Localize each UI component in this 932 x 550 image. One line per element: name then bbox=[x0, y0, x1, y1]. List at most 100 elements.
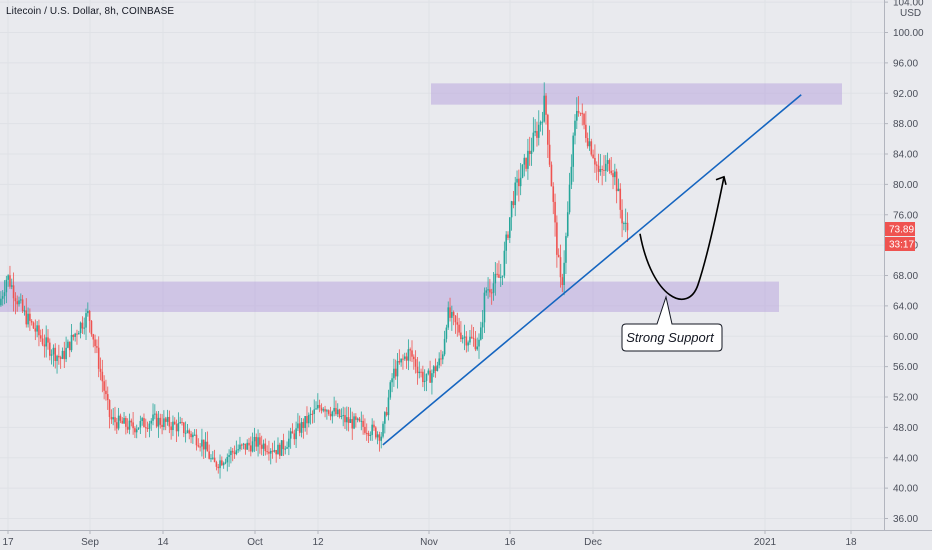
candle-down bbox=[144, 427, 147, 429]
candle-down bbox=[38, 325, 40, 336]
candle-down bbox=[548, 144, 551, 165]
candle-down bbox=[490, 292, 493, 294]
candle-down bbox=[398, 361, 401, 363]
candle-up bbox=[407, 349, 410, 361]
candle-up bbox=[313, 409, 316, 414]
candle-up bbox=[10, 285, 13, 287]
candle-down bbox=[465, 336, 468, 346]
candle-up bbox=[326, 410, 328, 412]
candle-down bbox=[134, 428, 136, 433]
candle-down bbox=[454, 315, 457, 323]
candle-down bbox=[327, 410, 330, 414]
candle-up bbox=[123, 417, 125, 424]
candle-up bbox=[570, 166, 573, 185]
candle-down bbox=[367, 433, 370, 436]
candle-down bbox=[278, 444, 281, 456]
candle-up bbox=[128, 420, 131, 430]
countdown-tag: 33:17 bbox=[889, 240, 914, 251]
candle-down bbox=[458, 324, 460, 333]
candle-up bbox=[163, 418, 165, 428]
candle-down bbox=[105, 390, 107, 395]
candle-up bbox=[568, 184, 571, 213]
candle-up bbox=[284, 448, 287, 450]
candle-up bbox=[572, 135, 574, 167]
candle-up bbox=[505, 234, 507, 251]
time-tick-label: 17 bbox=[2, 537, 14, 548]
candle-up bbox=[478, 339, 480, 347]
candle-up bbox=[262, 443, 265, 449]
price-tick-label: 60.00 bbox=[893, 332, 918, 343]
candle-up bbox=[230, 450, 232, 456]
candle-up bbox=[135, 429, 138, 433]
candle-down bbox=[108, 400, 111, 417]
candle-up bbox=[177, 423, 180, 432]
callout-group: Strong Support bbox=[621, 295, 723, 352]
candle-up bbox=[211, 457, 214, 459]
candle-down bbox=[351, 419, 354, 429]
candle-up bbox=[288, 438, 290, 448]
chart-title: Litecoin / U.S. Dollar, 8h, COINBASE bbox=[6, 6, 175, 17]
candle-up bbox=[3, 292, 6, 297]
candle-up bbox=[481, 322, 484, 328]
time-tick-label: 16 bbox=[504, 537, 516, 548]
candle-up bbox=[336, 409, 339, 415]
candle-down bbox=[268, 451, 270, 454]
candle-down bbox=[420, 371, 422, 373]
candle-up bbox=[179, 421, 181, 424]
candle-up bbox=[300, 422, 303, 433]
candle-down bbox=[612, 173, 614, 178]
price-tags: 73.89 33:17 bbox=[885, 222, 915, 251]
candle-down bbox=[183, 422, 185, 434]
candle-up bbox=[52, 347, 55, 355]
candle-down bbox=[59, 357, 62, 359]
price-tick-label: 84.00 bbox=[893, 150, 918, 161]
candle-down bbox=[202, 439, 205, 450]
candle-down bbox=[378, 434, 381, 441]
candle-down bbox=[590, 141, 593, 155]
candle-up bbox=[623, 223, 625, 225]
candle-up bbox=[246, 442, 249, 450]
candle-down bbox=[233, 452, 236, 455]
candle-down bbox=[99, 368, 102, 372]
price-tick-label: 100.00 bbox=[893, 28, 924, 39]
candle-up bbox=[563, 262, 565, 286]
candle-up bbox=[45, 337, 47, 347]
candle-up bbox=[451, 312, 453, 318]
candle-up bbox=[27, 313, 29, 325]
candle-up bbox=[74, 333, 76, 337]
candle-down bbox=[255, 436, 258, 447]
candle-down bbox=[190, 433, 192, 438]
candle-down bbox=[168, 416, 171, 427]
candle-down bbox=[550, 164, 553, 187]
candle-up bbox=[369, 434, 372, 436]
candle-down bbox=[536, 131, 538, 138]
candle-up bbox=[380, 436, 383, 441]
candle-up bbox=[501, 275, 504, 277]
candle-up bbox=[427, 370, 430, 374]
candle-up bbox=[235, 450, 238, 455]
candle-up bbox=[257, 437, 259, 447]
candle-down bbox=[409, 349, 411, 351]
candle-down bbox=[525, 157, 527, 169]
candle-up bbox=[83, 327, 86, 329]
candle-up bbox=[186, 430, 189, 433]
candle-up bbox=[432, 366, 435, 374]
candle-down bbox=[116, 422, 118, 429]
candle-down bbox=[188, 430, 191, 434]
time-axis[interactable]: 17 Sep 14 Oct 12 Nov 16 Dec 2021 18 bbox=[0, 530, 932, 548]
candle-up bbox=[224, 462, 227, 464]
price-axis[interactable]: 104.00 100.00 96.00 92.00 88.00 84.00 80.00 76.… bbox=[884, 0, 924, 530]
candle-down bbox=[470, 336, 473, 338]
projection-curve[interactable] bbox=[639, 176, 725, 301]
candle-down bbox=[90, 320, 93, 335]
candle-down bbox=[474, 338, 477, 350]
candle-down bbox=[440, 358, 442, 360]
candle-up bbox=[463, 336, 466, 338]
candle-up bbox=[70, 334, 73, 351]
candle-down bbox=[338, 409, 341, 417]
ascending-trendline[interactable] bbox=[382, 94, 802, 446]
candle-down bbox=[103, 381, 105, 391]
candle-up bbox=[340, 416, 343, 418]
candle-up bbox=[537, 124, 540, 138]
